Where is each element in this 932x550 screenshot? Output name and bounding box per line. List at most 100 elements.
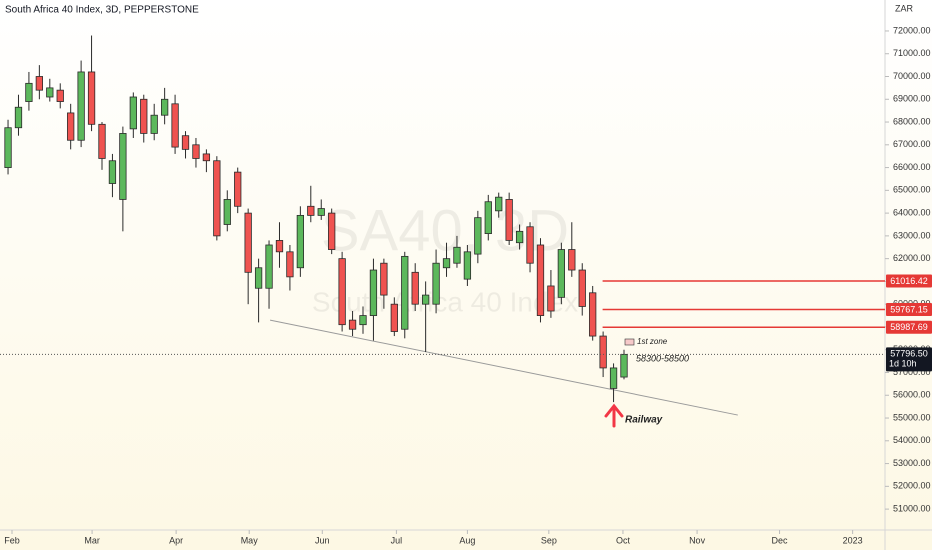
x-tick-label: Mar <box>84 535 100 545</box>
candle-body <box>234 171 242 207</box>
y-tick-label: 62000.00 <box>893 253 931 263</box>
y-tick-label: 69000.00 <box>893 94 931 104</box>
y-tick-label: 52000.00 <box>893 481 931 491</box>
candle-body <box>495 196 503 212</box>
y-tick-label: 55000.00 <box>893 412 931 422</box>
candle-body <box>108 160 117 184</box>
candle-body <box>46 87 54 98</box>
candle-body <box>254 267 263 289</box>
y-tick-label: 51000.00 <box>893 503 931 513</box>
candle-body <box>14 106 23 129</box>
x-tick-label: 2023 <box>843 535 863 545</box>
x-tick-label: Oct <box>616 535 631 545</box>
arrow-label: Railway <box>625 415 663 426</box>
y-tick-label: 71000.00 <box>893 48 931 58</box>
candle-body <box>171 103 179 148</box>
candle-body <box>609 367 618 389</box>
y-tick-label: 54000.00 <box>893 435 931 445</box>
candle-body <box>87 71 96 125</box>
x-tick-label: Dec <box>772 535 789 545</box>
candle-body <box>150 114 158 134</box>
x-tick-label: Sep <box>541 535 557 545</box>
candle-body <box>505 199 513 241</box>
level-label-box <box>886 302 932 316</box>
y-tick-label: 70000.00 <box>893 71 931 81</box>
candle-body <box>307 205 315 216</box>
candle-body <box>77 71 85 141</box>
candle-body <box>67 112 75 141</box>
candle-body <box>338 258 346 326</box>
candle-body <box>484 201 492 235</box>
candle-body <box>223 199 231 225</box>
candle-body <box>213 160 221 237</box>
candle-body <box>328 212 336 250</box>
range-label: 58300-58500 <box>636 353 689 363</box>
candle-body <box>4 127 12 168</box>
candle-body <box>557 249 565 298</box>
level-label-box <box>886 320 932 334</box>
zone-label: 1st zone <box>637 337 668 346</box>
candle-body <box>286 251 294 278</box>
y-tick-label: 64000.00 <box>893 207 931 217</box>
candle-body <box>359 315 367 326</box>
y-tick-label: 66000.00 <box>893 162 931 172</box>
candle-body <box>129 96 137 130</box>
candle-body <box>369 269 378 316</box>
y-tick-label: 72000.00 <box>893 25 931 35</box>
zone-swatch <box>624 338 635 346</box>
candle-body <box>474 217 482 255</box>
y-tick-label: 57000.00 <box>893 367 931 377</box>
candle-body <box>620 353 628 378</box>
candle-body <box>578 269 586 307</box>
candle-body <box>265 244 273 289</box>
x-tick-label: Feb <box>4 535 20 545</box>
y-tick-label: 68000.00 <box>893 116 931 126</box>
trendline <box>269 319 738 416</box>
x-tick-label: Jun <box>315 535 330 545</box>
candle-body <box>422 294 430 305</box>
candle-body <box>140 98 148 134</box>
last-price-label: 57796.50 <box>890 349 928 359</box>
candle-body <box>202 153 211 162</box>
candle-body <box>56 89 64 102</box>
candle-body <box>568 249 576 271</box>
arrow <box>604 403 624 428</box>
candle-body <box>192 144 200 159</box>
y-tick-label: 53000.00 <box>893 458 931 468</box>
last-price-box <box>886 347 932 372</box>
currency: ZAR <box>895 3 914 13</box>
x-tick-label: May <box>241 535 259 545</box>
candle-body <box>442 258 451 269</box>
candle-body <box>526 226 534 264</box>
candle-body <box>348 319 357 330</box>
candle-body <box>432 262 440 305</box>
candle-body <box>536 244 545 316</box>
level-label: 61016.42 <box>890 276 928 286</box>
candle-body <box>244 212 252 273</box>
candle-body <box>453 246 461 264</box>
y-tick-label: 67000.00 <box>893 139 931 149</box>
candle-body <box>547 285 555 312</box>
candle-body <box>161 98 169 116</box>
x-tick-label: Nov <box>689 535 706 545</box>
y-tick-label: 63000.00 <box>893 230 931 240</box>
candle-body <box>317 208 325 216</box>
candle-body <box>98 123 106 159</box>
candle-body <box>463 251 472 280</box>
candle-body <box>275 240 284 253</box>
candle-body <box>380 262 388 296</box>
level-label-box <box>886 274 932 288</box>
candle-body <box>35 76 43 91</box>
candle-body <box>296 214 304 269</box>
chart-title: South Africa 40 Index, 3D, PEPPERSTONE <box>5 5 199 16</box>
candle-body <box>119 133 127 200</box>
level-label: 59767.15 <box>890 304 928 314</box>
x-tick-label: Apr <box>169 535 183 545</box>
countdown: 1d 10h <box>889 359 917 369</box>
candle-body <box>25 82 33 102</box>
watermark-subtitle: South Africa 40 Index <box>312 286 578 317</box>
x-tick-label: Jul <box>391 535 403 545</box>
candle-body <box>411 271 419 305</box>
candle-body <box>599 335 607 369</box>
